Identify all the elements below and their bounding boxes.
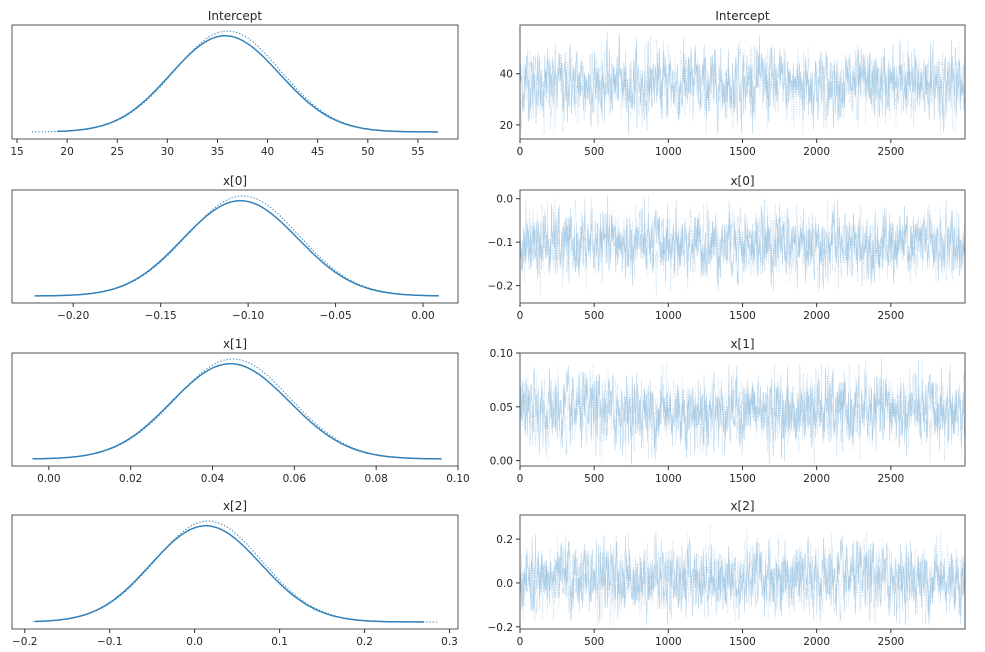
density-line-chain-1 <box>33 520 437 623</box>
trace-line-chain-1 <box>519 357 966 465</box>
x-tick-label: 20 <box>60 146 73 158</box>
x-tick-label: 1000 <box>655 310 682 322</box>
density-title: x[0] <box>223 174 247 188</box>
x-tick-label: 1000 <box>655 146 682 158</box>
trace-panel: x[1] 0 500 1000 1500 2000 2500 0.00 0.05 0.10 <box>490 337 966 485</box>
x-tick-label: 1500 <box>729 310 756 322</box>
density-line-chain-1 <box>32 358 442 460</box>
x-tick-label: 0.0 <box>186 636 203 648</box>
density-line-chain-0 <box>57 35 438 133</box>
x-tick-label: 0.06 <box>283 473 307 485</box>
y-tick-label: 40 <box>500 69 513 81</box>
density-axes-frame <box>11 514 459 630</box>
density-title: x[2] <box>223 499 247 513</box>
trace-title: x[2] <box>730 499 754 513</box>
x-tick-label: 15 <box>10 146 23 158</box>
x-tick-label: 2000 <box>803 636 830 648</box>
x-tick-label: 1000 <box>655 473 682 485</box>
y-tick-label: 0.0 <box>496 578 513 590</box>
x-tick-label: 0.10 <box>446 473 469 485</box>
y-tick-label: 0.2 <box>496 534 513 546</box>
x-tick-label: 0.1 <box>271 636 288 648</box>
x-tick-label: 0.02 <box>119 473 142 485</box>
x-tick-label: 30 <box>161 146 174 158</box>
density-line-chain-1 <box>34 195 439 297</box>
y-tick-label: −0.1 <box>488 237 514 249</box>
density-title: x[1] <box>223 337 247 351</box>
x-tick-label: 500 <box>584 146 604 158</box>
trace-line-chain-1 <box>519 523 966 625</box>
x-tick-label: 500 <box>584 636 604 648</box>
trace-line-chain-0 <box>519 357 966 465</box>
density-line-chain-0 <box>34 199 439 297</box>
y-tick-label: −0.2 <box>488 622 514 634</box>
x-tick-label: 0 <box>517 636 524 648</box>
density-title: Intercept <box>208 9 263 23</box>
trace-panel: x[0] 0 500 1000 1500 2000 2500 −0.2 −0.1 0.0 <box>488 174 966 322</box>
y-tick-label: 0.0 <box>496 194 513 206</box>
x-tick-label: 0.00 <box>37 473 60 485</box>
x-tick-label: 0 <box>517 473 524 485</box>
x-tick-label: 2500 <box>877 636 904 648</box>
y-tick-label: 20 <box>500 120 513 132</box>
x-tick-label: −0.10 <box>232 310 264 322</box>
trace-title: x[1] <box>730 337 754 351</box>
x-tick-label: 0.00 <box>411 310 434 322</box>
x-tick-label: 1500 <box>729 146 756 158</box>
trace-line-chain-1 <box>519 194 966 296</box>
y-tick-label: 0.10 <box>490 348 513 360</box>
y-tick-label: 0.00 <box>490 456 513 468</box>
x-tick-label: 40 <box>261 146 274 158</box>
x-tick-label: 2500 <box>877 310 904 322</box>
y-tick-label: −0.2 <box>488 281 514 293</box>
x-tick-label: −0.1 <box>97 636 123 648</box>
trace-title: Intercept <box>715 9 770 23</box>
x-tick-label: 1500 <box>729 473 756 485</box>
x-tick-label: 2500 <box>877 473 904 485</box>
x-tick-label: 35 <box>211 146 224 158</box>
x-tick-label: 55 <box>411 146 424 158</box>
x-tick-label: 2500 <box>877 146 904 158</box>
density-line-chain-1 <box>32 30 438 133</box>
density-axes-frame <box>11 352 459 467</box>
density-panel: Intercept 15 20 25 30 35 40 45 50 55 <box>10 9 459 158</box>
x-tick-label: 500 <box>584 310 604 322</box>
x-tick-label: 1000 <box>655 636 682 648</box>
x-tick-label: 45 <box>311 146 324 158</box>
x-tick-label: 1500 <box>729 636 756 648</box>
x-tick-label: −0.2 <box>12 636 38 648</box>
density-panel: x[0] −0.20 −0.15 −0.10 −0.05 0.00 <box>11 174 459 322</box>
y-tick-label: 0.05 <box>490 402 513 414</box>
density-line-chain-0 <box>32 362 442 460</box>
x-tick-label: −0.15 <box>145 310 177 322</box>
x-tick-label: 0 <box>517 310 524 322</box>
x-tick-label: 2000 <box>803 310 830 322</box>
density-panel: x[2] −0.2 −0.1 0.0 0.1 0.2 0.3 <box>11 499 459 648</box>
x-tick-label: 2000 <box>803 473 830 485</box>
trace-panel: x[2] 0 500 1000 1500 2000 2500 −0.2 0.0 0.2 <box>488 499 966 648</box>
x-tick-label: 500 <box>584 473 604 485</box>
x-tick-label: −0.20 <box>57 310 89 322</box>
density-axes-frame <box>11 24 459 140</box>
x-tick-label: 50 <box>361 146 374 158</box>
x-tick-label: 0.04 <box>201 473 225 485</box>
trace-title: x[0] <box>730 174 754 188</box>
density-line-chain-0 <box>34 525 424 623</box>
x-tick-label: 0.3 <box>441 636 458 648</box>
x-tick-label: 0.2 <box>356 636 373 648</box>
x-tick-label: −0.05 <box>319 310 351 322</box>
x-tick-label: 0 <box>517 146 524 158</box>
x-tick-label: 2000 <box>803 146 830 158</box>
density-panel: x[1] 0.00 0.02 0.04 0.06 0.08 0.10 <box>11 337 470 485</box>
x-tick-label: 0.08 <box>364 473 387 485</box>
trace-panel: Intercept 0 500 1000 1500 2000 2500 20 40 <box>500 9 966 158</box>
density-axes-frame <box>11 189 459 304</box>
x-tick-label: 25 <box>111 146 124 158</box>
